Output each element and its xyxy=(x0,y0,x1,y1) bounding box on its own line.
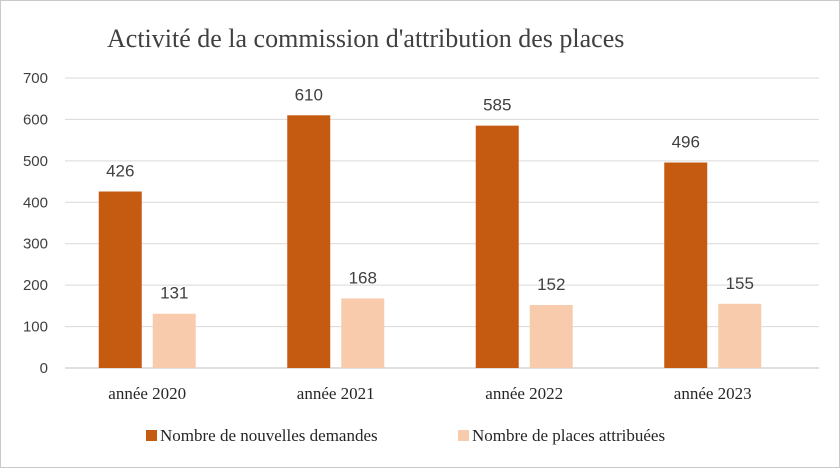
y-tick-label: 700 xyxy=(23,70,48,87)
bar-nouvelles-demandes xyxy=(287,115,331,369)
data-label: 585 xyxy=(483,96,511,115)
data-label: 131 xyxy=(160,284,188,303)
y-tick-label: 0 xyxy=(40,360,48,377)
legend-swatch xyxy=(146,430,157,441)
bar-nouvelles-demandes xyxy=(664,162,708,368)
y-axis-ticks: 0 100 200 300 400 500 600 700 xyxy=(23,70,48,377)
data-label: 610 xyxy=(295,85,323,104)
bar-nouvelles-demandes xyxy=(98,191,142,368)
data-label: 168 xyxy=(349,268,377,287)
bar-places-attribuees xyxy=(341,298,385,368)
bar-places-attribuees xyxy=(529,305,573,368)
legend: Nombre de nouvelles demandes Nombre de pl… xyxy=(146,426,665,445)
x-axis-categories: année 2020 année 2021 année 2022 année 2023 xyxy=(108,384,751,403)
legend-label: Nombre de nouvelles demandes xyxy=(160,426,378,445)
y-tick-label: 500 xyxy=(23,153,48,170)
legend-swatch xyxy=(458,430,469,441)
bar-places-attribuees xyxy=(718,303,762,368)
data-label: 496 xyxy=(672,133,700,152)
data-label: 152 xyxy=(537,275,565,294)
data-labels: 426 131 610 168 585 152 496 155 xyxy=(106,85,754,302)
chart-title: Activité de la commission d'attribution … xyxy=(107,24,624,53)
category-label: année 2023 xyxy=(674,384,752,403)
y-tick-label: 600 xyxy=(23,111,48,128)
y-tick-label: 100 xyxy=(23,319,48,336)
category-label: année 2020 xyxy=(108,384,186,403)
bar-nouvelles-demandes xyxy=(475,125,519,369)
y-tick-label: 300 xyxy=(23,236,48,253)
legend-label: Nombre de places attribuées xyxy=(472,426,665,445)
category-label: année 2021 xyxy=(297,384,375,403)
data-label: 426 xyxy=(106,162,134,181)
y-tick-label: 200 xyxy=(23,277,48,294)
bar-places-attribuees xyxy=(152,313,196,368)
y-tick-label: 400 xyxy=(23,194,48,211)
bars xyxy=(98,115,762,369)
data-label: 155 xyxy=(726,274,754,293)
category-label: année 2022 xyxy=(485,384,563,403)
